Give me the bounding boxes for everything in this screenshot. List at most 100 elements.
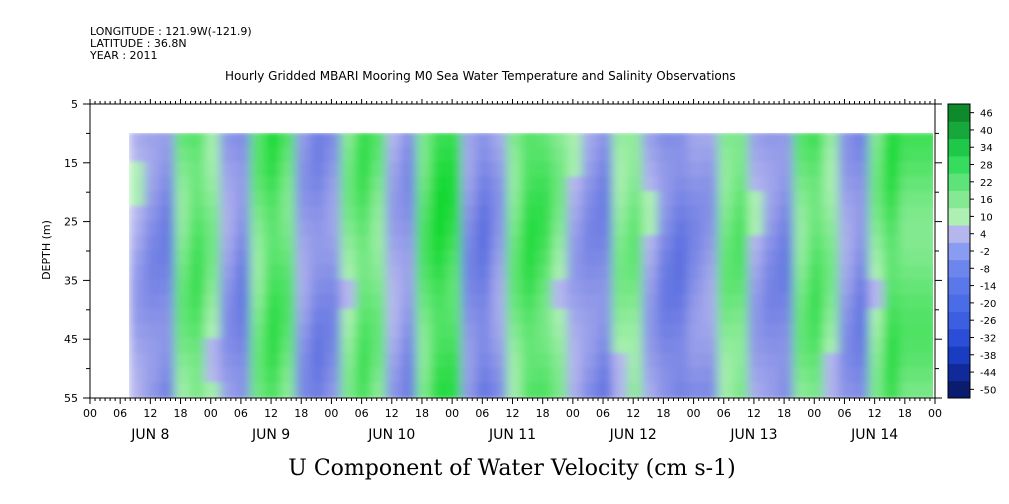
- heatmap-cell: [551, 191, 569, 208]
- heatmap-cell: [234, 147, 252, 164]
- heatmap-cell: [672, 279, 690, 297]
- heatmap-cell: [280, 147, 298, 164]
- heatmap-cell: [295, 133, 313, 150]
- heatmap-cell: [823, 176, 841, 194]
- heatmap-cell: [280, 323, 298, 341]
- heatmap-cell: [717, 352, 735, 370]
- heatmap-cell: [551, 352, 569, 370]
- heatmap-cell: [732, 338, 750, 355]
- heatmap-cell: [415, 367, 434, 385]
- heatmap-cell: [762, 220, 781, 238]
- heatmap-cell: [415, 352, 434, 370]
- heatmap-cell: [385, 308, 403, 326]
- heatmap-cell: [295, 294, 313, 311]
- heatmap-cell: [823, 323, 841, 341]
- heatmap-cell: [400, 352, 418, 370]
- colorbar-label: -20: [980, 299, 996, 310]
- colorbar-label: 4: [980, 230, 986, 241]
- x-hour-label: 12: [626, 407, 640, 420]
- heatmap-cell: [717, 279, 735, 297]
- heatmap-cell: [219, 279, 237, 297]
- heatmap-cell: [174, 147, 192, 164]
- heatmap-cell: [853, 338, 871, 355]
- heatmap-cell: [612, 264, 630, 282]
- heatmap-cell: [234, 133, 252, 150]
- heatmap-cell: [883, 147, 901, 164]
- heatmap-cell: [612, 161, 630, 179]
- x-day-label: JUN 9: [251, 427, 290, 443]
- heatmap-cell: [249, 220, 268, 238]
- heatmap-cell: [687, 294, 705, 311]
- heatmap-cell: [581, 235, 600, 252]
- heatmap-cell: [144, 235, 162, 252]
- heatmap-cell: [853, 308, 871, 326]
- heatmap-cell: [868, 308, 886, 326]
- heatmap-cell: [898, 294, 933, 311]
- heatmap-cell: [732, 176, 750, 194]
- heatmap-cell: [249, 367, 268, 385]
- heatmap-cell: [446, 323, 464, 341]
- heatmap-cell: [476, 352, 494, 370]
- heatmap-cell: [657, 220, 675, 238]
- heatmap-cell: [204, 133, 222, 150]
- heatmap-cell: [415, 133, 434, 150]
- heatmap-cell: [295, 323, 313, 341]
- heatmap-cell: [446, 382, 464, 398]
- heatmap-cell: [204, 367, 222, 385]
- heatmap-cell: [702, 220, 720, 238]
- heatmap-cell: [385, 250, 403, 267]
- heatmap-cell: [732, 147, 750, 164]
- heatmap-cell: [204, 235, 222, 252]
- heatmap-cell: [627, 367, 645, 385]
- heatmap-cell: [506, 235, 524, 252]
- colorbar-swatch: [948, 294, 970, 313]
- heatmap-cell: [717, 133, 735, 150]
- heatmap-cell: [823, 279, 841, 297]
- heatmap-cell: [340, 191, 358, 208]
- heatmap-cell: [295, 279, 313, 297]
- heatmap-cell: [174, 235, 192, 252]
- heatmap-cell: [536, 294, 554, 311]
- heatmap-cell: [597, 133, 615, 150]
- heatmap-cell: [898, 220, 933, 238]
- heatmap-cell: [883, 294, 901, 311]
- heatmap-cell: [566, 279, 584, 297]
- heatmap-cell: [431, 279, 449, 297]
- heatmap-cell: [461, 250, 479, 267]
- heatmap-cell: [385, 367, 403, 385]
- heatmap-cell: [657, 308, 675, 326]
- heatmap-cell: [868, 352, 886, 370]
- heatmap-cell: [415, 235, 434, 252]
- x-hour-label: 12: [385, 407, 399, 420]
- heatmap-cell: [838, 264, 856, 282]
- heatmap-cell: [702, 352, 720, 370]
- heatmap-cell: [793, 382, 811, 398]
- colorbar-label: 34: [980, 143, 993, 154]
- heatmap-cell: [144, 250, 162, 267]
- heatmap-cell: [446, 250, 464, 267]
- heatmap-cell: [219, 323, 237, 341]
- heatmap-cell: [506, 294, 524, 311]
- heatmap-cell: [853, 323, 871, 341]
- heatmap-cell: [883, 382, 901, 398]
- heatmap-cell: [672, 205, 690, 223]
- heatmap-cell: [295, 264, 313, 282]
- heatmap-cell: [325, 338, 343, 355]
- heatmap-cell: [310, 279, 328, 297]
- heatmap-cell: [129, 367, 147, 385]
- heatmap-cell: [370, 264, 388, 282]
- heatmap-cell: [612, 338, 630, 355]
- heatmap-cell: [747, 352, 765, 370]
- heatmap-cell: [581, 367, 600, 385]
- heatmap-cell: [762, 250, 781, 267]
- x-hour-label: 06: [475, 407, 489, 420]
- heatmap-cell: [823, 352, 841, 370]
- heatmap-cell: [295, 338, 313, 355]
- heatmap-cell: [129, 294, 147, 311]
- heatmap-cell: [536, 147, 554, 164]
- heatmap-cell: [370, 191, 388, 208]
- heatmap-cell: [612, 279, 630, 297]
- heatmap-cell: [747, 279, 765, 297]
- heatmap-cell: [536, 323, 554, 341]
- heatmap-cell: [687, 323, 705, 341]
